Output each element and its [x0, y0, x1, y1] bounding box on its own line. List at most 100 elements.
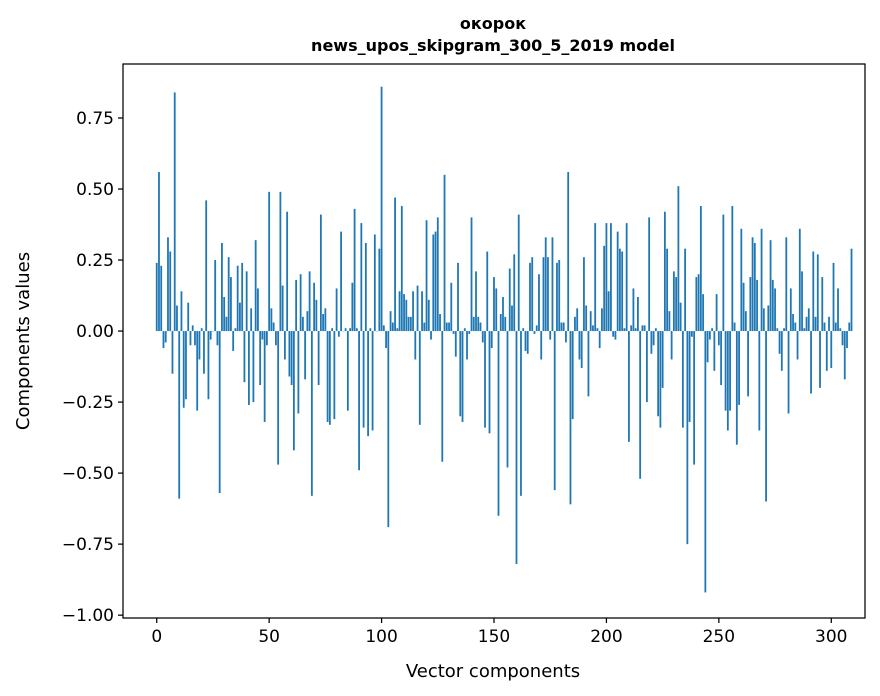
bar: [407, 316, 410, 332]
bar: [657, 331, 660, 417]
bar: [313, 282, 316, 332]
bar: [484, 331, 486, 428]
bar: [155, 262, 158, 332]
bar: [713, 331, 716, 371]
bar: [225, 316, 228, 332]
bar: [677, 186, 680, 332]
bar: [524, 331, 527, 351]
bar: [436, 217, 439, 332]
bar: [684, 248, 687, 332]
bar: [839, 328, 842, 332]
bar: [268, 191, 271, 332]
bar: [432, 234, 435, 332]
bar: [277, 331, 280, 465]
bar: [646, 331, 648, 403]
bar: [223, 296, 226, 332]
bar: [461, 331, 464, 422]
bar: [767, 305, 770, 332]
bar: [369, 328, 372, 332]
bar: [780, 331, 783, 371]
bar: [538, 274, 540, 332]
bar: [385, 331, 387, 349]
bar: [531, 257, 534, 332]
bar: [529, 262, 531, 332]
bar: [560, 322, 563, 332]
bar: [628, 331, 630, 442]
bar: [493, 277, 495, 332]
bar: [778, 331, 781, 354]
bar: [272, 322, 275, 332]
bar: [203, 331, 205, 374]
bar: [695, 277, 698, 332]
bar: [708, 331, 711, 340]
bar: [549, 331, 552, 340]
bar: [643, 325, 646, 332]
bar: [499, 314, 502, 332]
bar: [576, 308, 579, 332]
bar: [598, 331, 601, 349]
bar: [819, 331, 821, 388]
bar: [194, 331, 196, 346]
bar: [587, 331, 590, 397]
bar: [360, 223, 363, 332]
bar: [794, 322, 797, 332]
bar: [639, 331, 642, 479]
bar: [830, 331, 833, 368]
chart-title-line2: news_upos_skipgram_300_5_2019 model: [311, 36, 675, 55]
bar: [616, 231, 619, 332]
bar: [648, 217, 651, 332]
bar: [515, 331, 518, 565]
bar: [261, 331, 264, 340]
bar: [169, 251, 172, 332]
bar: [371, 331, 374, 431]
bar: [281, 285, 284, 332]
bar: [753, 242, 756, 332]
bar: [837, 288, 839, 332]
bar: [594, 223, 597, 332]
y-tick-label: 0.75: [76, 109, 114, 129]
bar: [630, 325, 633, 332]
y-tick-label: −0.75: [62, 535, 114, 555]
x-tick-label: 50: [258, 627, 280, 647]
y-axis-ticks: 0.75 0.50 0.25 0.00 −0.25 −0.50 −0.75 −1.00: [62, 109, 123, 626]
bar: [758, 331, 761, 431]
bar: [445, 322, 448, 332]
bar: [583, 257, 585, 332]
bar: [751, 237, 754, 332]
bar: [792, 314, 794, 332]
bar: [466, 331, 468, 360]
bar: [729, 331, 731, 411]
bar: [488, 331, 491, 434]
bar: [266, 331, 268, 346]
bar: [520, 331, 522, 496]
bar: [245, 271, 248, 332]
bar: [328, 331, 331, 425]
bar: [403, 294, 405, 332]
bar: [164, 331, 167, 343]
bar: [762, 308, 765, 332]
bar: [715, 294, 718, 332]
bar: [236, 265, 239, 332]
bar: [547, 257, 549, 332]
bar: [425, 220, 428, 332]
bar: [661, 331, 664, 388]
bar: [789, 288, 792, 332]
bar: [239, 302, 241, 332]
bar: [810, 331, 812, 394]
bar: [574, 316, 576, 332]
bar: [670, 331, 673, 360]
bar: [288, 331, 291, 377]
bar: [654, 328, 657, 332]
bar: [724, 331, 727, 411]
bar: [535, 325, 538, 332]
bar: [396, 328, 399, 332]
bar: [686, 331, 689, 545]
bar: [508, 268, 511, 332]
bar: [331, 328, 334, 332]
bar: [522, 328, 525, 332]
bar: [567, 171, 570, 332]
bar: [749, 277, 752, 332]
bar: [776, 328, 779, 332]
bar: [821, 277, 824, 332]
bar: [798, 228, 801, 332]
